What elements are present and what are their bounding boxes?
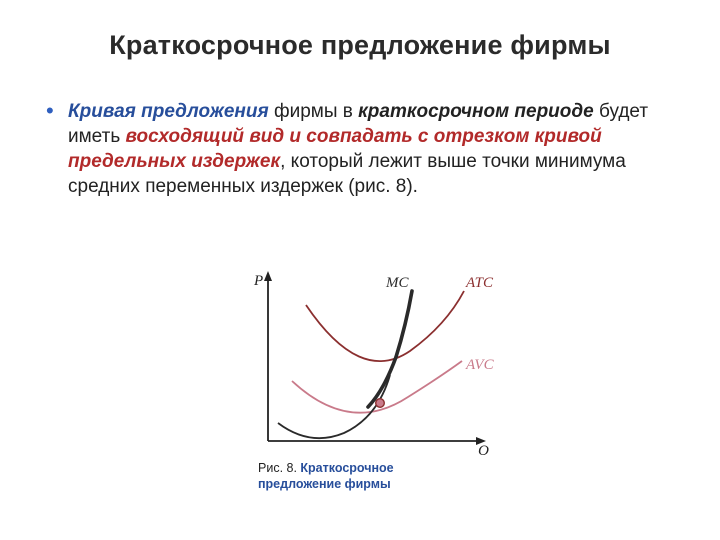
caption-lead: Рис. 8. xyxy=(258,461,300,475)
bullet-item: Кривая предложения фирмы в краткосрочном… xyxy=(68,99,676,199)
svg-text:AVC: AVC xyxy=(465,357,495,373)
page-title: Краткосрочное предложение фирмы xyxy=(40,30,680,61)
svg-text:Q: Q xyxy=(478,443,489,455)
text-emph-supply-curve: Кривая предложения xyxy=(68,101,269,122)
slide: Краткосрочное предложение фирмы Кривая п… xyxy=(0,0,720,540)
figure-caption: Рис. 8. Краткосрочное предложение фирмы xyxy=(258,460,458,493)
svg-text:ATC: ATC xyxy=(465,275,494,291)
text-emph-short-run: краткосрочном периоде xyxy=(358,101,594,122)
cost-curves-chart: P Q ATC AVC MC xyxy=(250,265,550,455)
chart-svg: P Q ATC AVC MC xyxy=(250,265,510,455)
text-plain-1: фирмы в xyxy=(269,101,358,122)
svg-text:P: P xyxy=(253,273,263,289)
bullet-list: Кривая предложения фирмы в краткосрочном… xyxy=(40,99,680,199)
svg-text:MC: MC xyxy=(385,275,409,291)
